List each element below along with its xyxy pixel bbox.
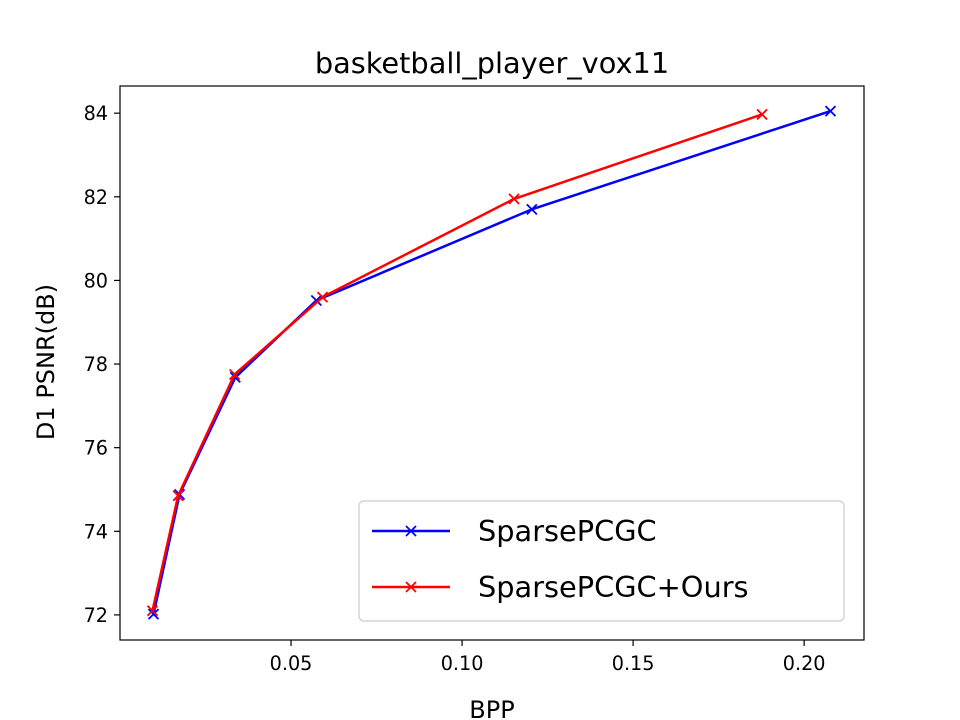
data-point <box>228 368 241 381</box>
y-axis-label: D1 PSNR(dB) <box>32 284 60 440</box>
x-tick-label: 0.05 <box>270 652 313 675</box>
chart-title: basketball_player_vox11 <box>315 46 669 80</box>
plot-frame <box>119 85 865 641</box>
legend-box <box>358 500 845 622</box>
y-tick-label: 82 <box>84 186 108 209</box>
y-tick-label: 84 <box>84 102 108 125</box>
series-line-1 <box>151 112 764 613</box>
data-point <box>146 605 159 617</box>
data-point <box>526 203 538 215</box>
data-point <box>172 490 184 502</box>
legend-marker <box>405 581 417 593</box>
data-point <box>508 193 520 205</box>
y-tick-label: 72 <box>84 604 108 627</box>
data-point <box>147 608 160 620</box>
y-tick-label: 78 <box>84 353 108 376</box>
data-point <box>316 291 329 303</box>
x-tick-label: 0.15 <box>612 652 655 675</box>
data-point <box>824 105 837 117</box>
legend-marker <box>405 525 417 537</box>
plot-area: 0.05 0.10 0.15 0.20 72 74 76 78 80 82 84 <box>84 85 865 675</box>
data-point <box>756 108 768 121</box>
y-tick-label: 80 <box>84 269 108 292</box>
x-tick-label: 0.20 <box>783 652 826 675</box>
legend-label: SparsePCGC <box>478 514 657 548</box>
y-tick-label: 76 <box>84 437 108 460</box>
x-tick-label: 0.10 <box>441 652 484 675</box>
x-axis-label: BPP <box>469 696 514 720</box>
data-point <box>310 294 322 307</box>
y-tick-label: 74 <box>84 520 108 543</box>
legend-label: SparsePCGC+Ours <box>478 570 749 604</box>
legend: SparsePCGC SparsePCGC+Ours <box>358 500 845 622</box>
